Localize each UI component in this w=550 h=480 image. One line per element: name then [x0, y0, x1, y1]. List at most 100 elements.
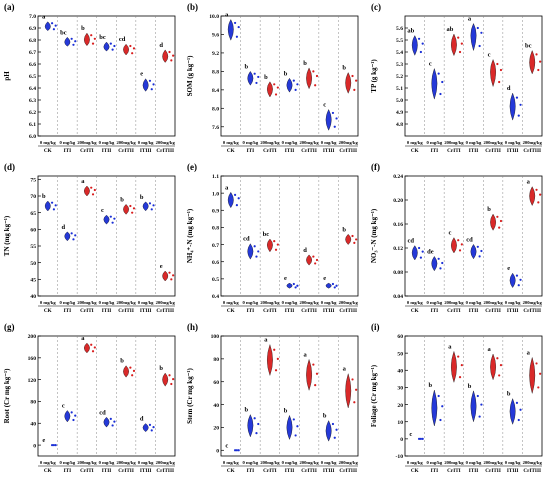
significance-letter: e [284, 275, 287, 282]
significance-letter: a [343, 366, 347, 373]
data-point [50, 443, 54, 447]
x-dose-label: 200mg/kg [483, 300, 503, 305]
y-tick-label: 5.4 [396, 50, 403, 56]
data-point [535, 53, 538, 56]
significance-letter: a [225, 184, 229, 191]
violin-shape [470, 390, 477, 423]
significance-letter: a [225, 11, 229, 18]
y-tick-label: 6.6 [29, 62, 36, 68]
significance-letter: b [303, 60, 307, 67]
x-dose-label: 0 mg/kg [99, 140, 115, 145]
data-point [496, 357, 499, 360]
x-dose-label: 200mg/kg [523, 140, 543, 145]
data-point [172, 54, 175, 57]
data-point [458, 50, 462, 54]
x-category-label: CrITI [80, 148, 94, 154]
y-tick-label: 6.0 [29, 134, 36, 140]
x-dose-label: 200mg/kg [339, 140, 359, 145]
data-point [333, 436, 336, 439]
x-category-label: CK [227, 148, 235, 154]
x-category-label: ITI [64, 308, 72, 314]
data-point [421, 437, 424, 440]
y-tick-label: 30 [397, 386, 403, 392]
x-dose-label: 200mg/kg [156, 140, 176, 145]
data-point [355, 79, 358, 82]
data-point [457, 355, 460, 358]
violin-shape [306, 358, 313, 391]
significance-letter: b [284, 70, 288, 77]
y-tick-label: 160 [28, 356, 37, 362]
significance-letter: bc [263, 231, 270, 238]
violin-shape [509, 272, 516, 288]
x-dose-label: 200mg/kg [444, 140, 464, 145]
x-dose-label: 200mg/kg [156, 300, 176, 305]
x-dose-label: 200mg/kg [483, 460, 503, 465]
data-point [276, 243, 279, 246]
data-point [441, 80, 444, 84]
x-category-label: CK [227, 468, 235, 474]
panel-label: (a) [4, 2, 15, 12]
data-point [132, 47, 136, 50]
x-dose-label: 0 mg/kg [505, 300, 521, 305]
violin-shape [325, 420, 332, 442]
violin-shape [83, 342, 90, 354]
x-category-label: CrITI [263, 468, 277, 474]
y-tick-label: 10.0 [209, 14, 219, 20]
y-axis-label: pH [3, 71, 11, 81]
data-point [515, 96, 519, 99]
data-point [314, 384, 317, 387]
data-point [113, 420, 116, 423]
data-point [235, 35, 238, 38]
plot-frame [404, 175, 543, 297]
data-point [335, 117, 338, 120]
data-point [273, 348, 276, 351]
data-point [90, 343, 93, 346]
significance-letter: e [507, 265, 510, 272]
data-point [351, 234, 354, 238]
x-category-label: CrITI [263, 148, 277, 154]
significance-letter: a [264, 337, 268, 344]
significance-letter: b [284, 407, 288, 414]
data-point [131, 52, 134, 55]
data-point [478, 415, 481, 418]
violin-shape [103, 214, 110, 225]
data-point [499, 68, 503, 72]
x-category-label: ITI [431, 308, 439, 314]
y-tick-label: 70 [30, 194, 36, 200]
data-point [168, 271, 171, 274]
x-dose-label: 200mg/kg [116, 460, 136, 465]
data-point [437, 72, 440, 75]
y-tick-label: 6.8 [29, 38, 36, 44]
data-point [292, 282, 295, 286]
x-category-label: ITII [469, 468, 479, 474]
data-point [439, 92, 442, 96]
y-tick-label: 50 [30, 261, 36, 267]
violin-shape [470, 244, 477, 260]
violin-shape [345, 373, 352, 409]
plot-frame [220, 175, 359, 297]
significance-letter: bc [99, 34, 106, 41]
data-point [355, 388, 358, 391]
y-tick-label: 80 [30, 400, 36, 406]
plot-frame [404, 335, 543, 457]
data-point [170, 382, 173, 386]
data-point [132, 207, 136, 210]
significance-letter: e [42, 437, 45, 444]
y-tick-label: 65 [30, 211, 36, 217]
x-dose-label: 200mg/kg [77, 460, 97, 465]
x-dose-label: 0 mg/kg [282, 460, 298, 465]
y-tick-label: 60 [213, 380, 219, 386]
violin-shape [247, 243, 254, 260]
data-point [131, 211, 134, 214]
violin-shape [431, 389, 438, 427]
data-point [172, 377, 175, 381]
panel-label: (g) [4, 322, 15, 332]
significance-letter: b [120, 196, 124, 203]
plot-frame [37, 15, 176, 137]
data-point [129, 204, 132, 208]
data-point [480, 31, 483, 34]
data-point [54, 204, 57, 207]
data-point [168, 374, 171, 377]
